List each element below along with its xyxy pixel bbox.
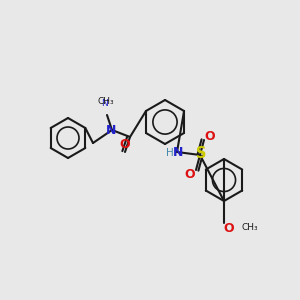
- Text: H: H: [166, 148, 174, 158]
- Text: CH₃: CH₃: [98, 98, 114, 106]
- Text: O: O: [120, 139, 130, 152]
- Text: N: N: [173, 146, 183, 160]
- Text: N: N: [106, 124, 116, 137]
- Text: O: O: [224, 221, 234, 235]
- Text: O: O: [205, 130, 215, 142]
- Text: S: S: [196, 146, 206, 161]
- Text: N: N: [100, 100, 107, 109]
- Text: CH₃: CH₃: [242, 224, 259, 232]
- Text: O: O: [185, 167, 195, 181]
